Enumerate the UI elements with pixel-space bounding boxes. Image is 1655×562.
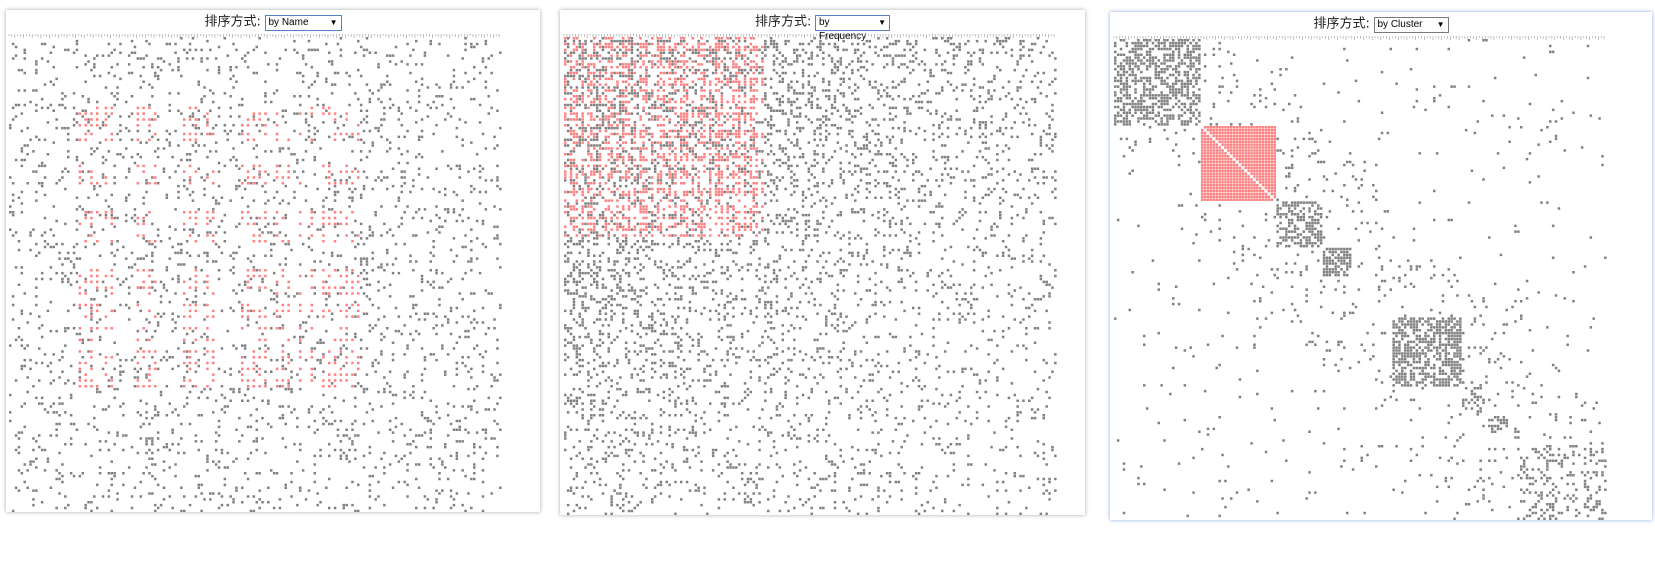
sort-control: 排序方式: by Frequency ▼ [560,12,1085,42]
column-labels [1113,36,1605,40]
sort-control: 排序方式: by Cluster ▼ [1110,14,1652,34]
matrix-cells-highlighted [78,106,360,388]
adjacency-matrix[interactable] [6,10,540,512]
adjacency-matrix[interactable] [560,10,1085,515]
matrix-cells [1114,39,1607,520]
sort-select[interactable]: by Frequency ▼ [815,14,890,42]
dropdown-arrow-icon: ▼ [329,17,338,27]
sort-control: 排序方式: by Name ▼ [6,12,540,32]
sort-select-value: by Name [268,16,309,28]
matrix-panel-by-name: 排序方式: by Name ▼ [6,10,540,512]
matrix-panel-by-cluster: 排序方式: by Cluster ▼ [1110,12,1652,520]
sort-select[interactable]: by Name ▼ [264,14,342,31]
sort-label: 排序方式: [1313,16,1370,32]
adjacency-matrix[interactable] [1110,12,1652,520]
matrix-panel-by-frequency: 排序方式: by Frequency ▼ [560,10,1085,515]
sort-label: 排序方式: [204,14,261,30]
column-labels [563,34,1055,38]
matrix-cells [564,37,1057,515]
sort-select-value: by Frequency [819,16,867,42]
matrix-cells [9,37,502,512]
sort-label: 排序方式: [754,14,812,30]
matrix-cells-highlighted [564,37,764,237]
column-labels [8,34,500,38]
sort-select[interactable]: by Cluster ▼ [1373,16,1449,33]
dropdown-arrow-icon: ▼ [878,17,886,27]
matrix-cells-highlighted [1201,126,1276,201]
sort-select-value: by Cluster [1377,18,1423,30]
dropdown-arrow-icon: ▼ [1436,19,1445,29]
